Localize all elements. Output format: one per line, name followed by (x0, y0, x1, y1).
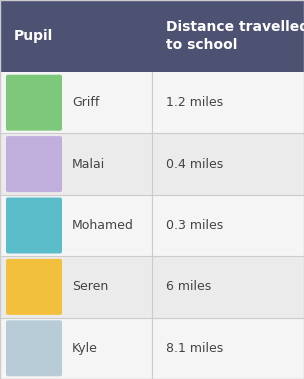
Text: 0.3 miles: 0.3 miles (166, 219, 223, 232)
Text: Seren: Seren (72, 280, 108, 293)
Bar (0, 133, 304, 195)
Text: Mohamed: Mohamed (72, 219, 134, 232)
Bar (0, 0, 304, 72)
Text: 8.1 miles: 8.1 miles (166, 342, 223, 355)
FancyBboxPatch shape (6, 136, 62, 192)
FancyBboxPatch shape (6, 75, 62, 131)
Bar (0, 318, 304, 379)
Text: 1.2 miles: 1.2 miles (166, 96, 223, 109)
Text: 0.4 miles: 0.4 miles (166, 158, 223, 171)
Text: Malai: Malai (72, 158, 105, 171)
Text: Pupil: Pupil (14, 29, 53, 43)
FancyBboxPatch shape (6, 320, 62, 376)
Text: Griff: Griff (72, 96, 99, 109)
Text: Distance travelled
to school: Distance travelled to school (166, 20, 304, 52)
Bar (0, 72, 304, 133)
Text: 6 miles: 6 miles (166, 280, 211, 293)
Text: Kyle: Kyle (72, 342, 98, 355)
Bar (0, 195, 304, 256)
FancyBboxPatch shape (6, 197, 62, 254)
FancyBboxPatch shape (6, 259, 62, 315)
Bar (0, 256, 304, 318)
